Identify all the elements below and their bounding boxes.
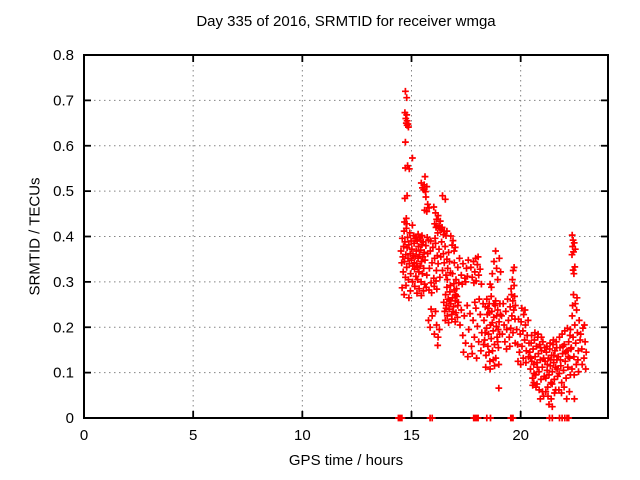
x-tick-label: 10	[294, 427, 311, 444]
x-axis-label: GPS time / hours	[288, 452, 404, 469]
data-points	[395, 87, 590, 422]
y-tick-label: 0.6	[53, 138, 74, 155]
y-tick-label: 0.8	[53, 47, 74, 64]
y-tick-label: 0.2	[53, 319, 74, 336]
y-tick-label: 0.5	[53, 183, 74, 200]
y-tick-label: 0.1	[53, 365, 74, 382]
x-tick-label: 20	[512, 427, 529, 444]
y-tick-label: 0.3	[53, 274, 74, 291]
x-tick-label: 15	[403, 427, 420, 444]
y-tick-label: 0.7	[53, 92, 74, 109]
y-tick-label: 0.4	[53, 229, 74, 246]
y-tick-label: 0	[66, 410, 74, 427]
x-tick-label: 5	[189, 427, 197, 444]
x-tick-label: 0	[80, 427, 88, 444]
chart-title: Day 335 of 2016, SRMTID for receiver wmg…	[196, 13, 496, 30]
